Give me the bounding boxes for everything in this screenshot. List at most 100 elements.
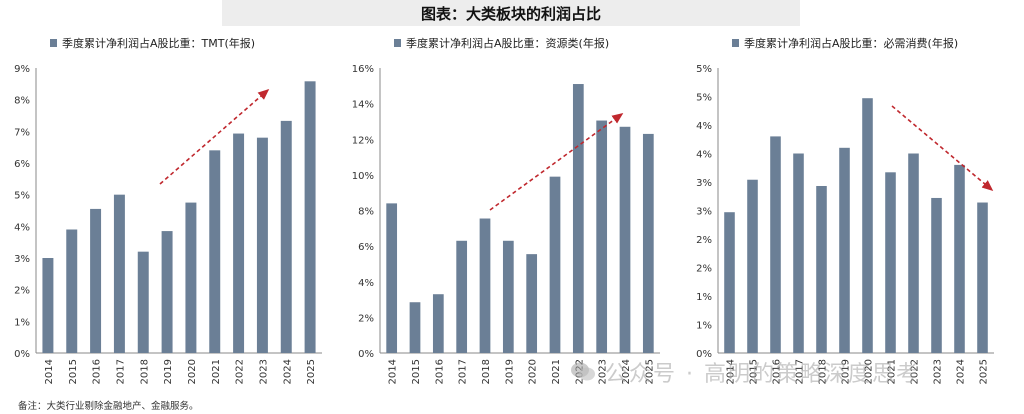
x-tick-label: 2018 [139, 359, 150, 384]
y-tick-label: 4% [696, 150, 712, 161]
bar [185, 202, 197, 353]
bar [233, 133, 245, 353]
y-tick-label: 4% [696, 121, 712, 132]
y-tick-label: 6% [358, 242, 374, 253]
legend: 季度累计净利润占A股比重：TMT(年报) [50, 36, 255, 50]
x-tick-label: 2023 [598, 359, 609, 384]
y-tick-label: 1% [14, 317, 30, 328]
y-tick-label: 4% [358, 278, 374, 289]
x-tick-label: 2019 [504, 359, 515, 384]
bar [862, 98, 873, 354]
x-tick-label: 2016 [92, 359, 103, 384]
x-tick-label: 2017 [115, 359, 126, 384]
bar [839, 147, 850, 353]
legend: 季度累计净利润占A股比重：资源类(年报) [394, 36, 609, 50]
x-tick-label: 2019 [163, 359, 174, 384]
bar [747, 179, 758, 353]
bar [885, 172, 896, 353]
bar [770, 136, 781, 353]
bar [209, 150, 221, 353]
x-tick-label: 2024 [621, 359, 632, 384]
bar [977, 202, 988, 353]
footnote: 备注：大类行业剔除金融地产、金融服务。 [18, 401, 199, 412]
x-tick-label: 2021 [887, 359, 898, 384]
y-tick-label: 2% [696, 264, 712, 275]
bar [161, 231, 173, 353]
legend-label: 季度累计净利润占A股比重：TMT(年报) [62, 36, 255, 50]
chart-svg: 季度累计净利润占A股比重：必需消费(年报) 0% 1% 1% 2% 2% 3% 3% 4% 4% 5… [696, 36, 994, 384]
y-tick-label: 0% [358, 349, 374, 360]
legend-swatch [732, 39, 739, 47]
bar [256, 137, 268, 353]
bar [596, 120, 608, 353]
x-tick-label: 2015 [411, 359, 422, 384]
y-tick-label: 3% [14, 254, 30, 265]
bar [113, 194, 125, 353]
y-tick-label: 16% [352, 64, 374, 75]
y-tick-label: 6% [14, 159, 30, 170]
bar [502, 240, 514, 353]
legend-label: 季度累计净利润占A股比重：必需消费(年报) [744, 36, 958, 50]
bar [526, 254, 538, 353]
x-tick-label: 2017 [458, 359, 469, 384]
chart-svg: 季度累计净利润占A股比重：资源类(年报) 0% 2% 4% 6% 8% 10% 12% 14% 1… [352, 36, 660, 384]
x-tick-label: 2021 [211, 359, 222, 384]
y-tick-label: 8% [14, 96, 30, 107]
bar [304, 81, 316, 354]
y-tick-label: 3% [696, 207, 712, 218]
x-tick-label: 2014 [44, 359, 55, 384]
y-tick-label: 5% [696, 64, 712, 75]
trend-arrow [159, 88, 270, 185]
bar [908, 153, 919, 353]
x-tick-label: 2020 [187, 359, 198, 384]
bar [816, 185, 827, 353]
x-tick-label: 2019 [841, 359, 852, 384]
x-tick-label: 2022 [910, 359, 921, 384]
x-tick-label: 2024 [282, 359, 293, 384]
y-tick-label: 14% [352, 100, 374, 111]
y-tick-label: 1% [696, 292, 712, 303]
bar [619, 126, 631, 353]
y-tick-label: 5% [696, 93, 712, 104]
bar [409, 302, 421, 353]
bar [793, 153, 804, 353]
bar [642, 133, 654, 353]
bar [724, 212, 735, 353]
bar [432, 294, 444, 353]
page-title: 图表：大类板块的利润占比 [420, 4, 601, 23]
legend-swatch [394, 39, 401, 47]
chart-svg: 季度累计净利润占A股比重：TMT(年报) 0% 1% 2% 3% 4% 5% 6% 7% 8% 9%… [14, 36, 322, 384]
wechat-icon [570, 361, 596, 389]
x-tick-label: 2020 [528, 359, 539, 384]
x-tick-label: 2023 [258, 359, 269, 384]
bar [931, 197, 942, 353]
chart-panel-consumer-staples: 季度累计净利润占A股比重：必需消费(年报) 0% 1% 1% 2% 2% 3% 3% 4% 4% 5… [682, 30, 1022, 394]
chart-panel-tmt: 季度累计净利润占A股比重：TMT(年报) 0% 1% 2% 3% 4% 5% 6% 7% 8% 9%… [0, 30, 340, 394]
x-tick-label: 2023 [933, 359, 944, 384]
y-tick-label: 10% [352, 171, 374, 182]
trend-arrow [891, 105, 994, 192]
y-tick-label: 0% [696, 349, 712, 360]
legend-label: 季度累计净利润占A股比重：资源类(年报) [406, 36, 609, 50]
y-tick-label: 4% [14, 222, 30, 233]
legend: 季度累计净利润占A股比重：必需消费(年报) [732, 36, 958, 50]
y-tick-label: 5% [14, 191, 30, 202]
bar [66, 229, 78, 353]
y-tick-label: 12% [352, 135, 374, 146]
x-tick-label: 2014 [726, 359, 737, 384]
watermark-text: 公众号 · 高明的策略深度思考 [605, 362, 920, 387]
x-tick-label: 2018 [818, 359, 829, 384]
watermark: 公众号 · 高明的策略深度思考 [570, 356, 920, 389]
bar [137, 251, 149, 353]
title-bar: 图表：大类板块的利润占比 [222, 0, 800, 26]
y-tick-label: 0% [14, 349, 30, 360]
bar [456, 240, 468, 353]
x-tick-label: 2025 [979, 359, 990, 384]
y-tick-label: 2% [696, 235, 712, 246]
bar [280, 120, 292, 353]
y-tick-label: 1% [696, 321, 712, 332]
bar [90, 208, 102, 353]
x-tick-label: 2022 [235, 359, 246, 384]
x-tick-label: 2025 [644, 359, 655, 384]
x-tick-label: 2025 [306, 359, 317, 384]
